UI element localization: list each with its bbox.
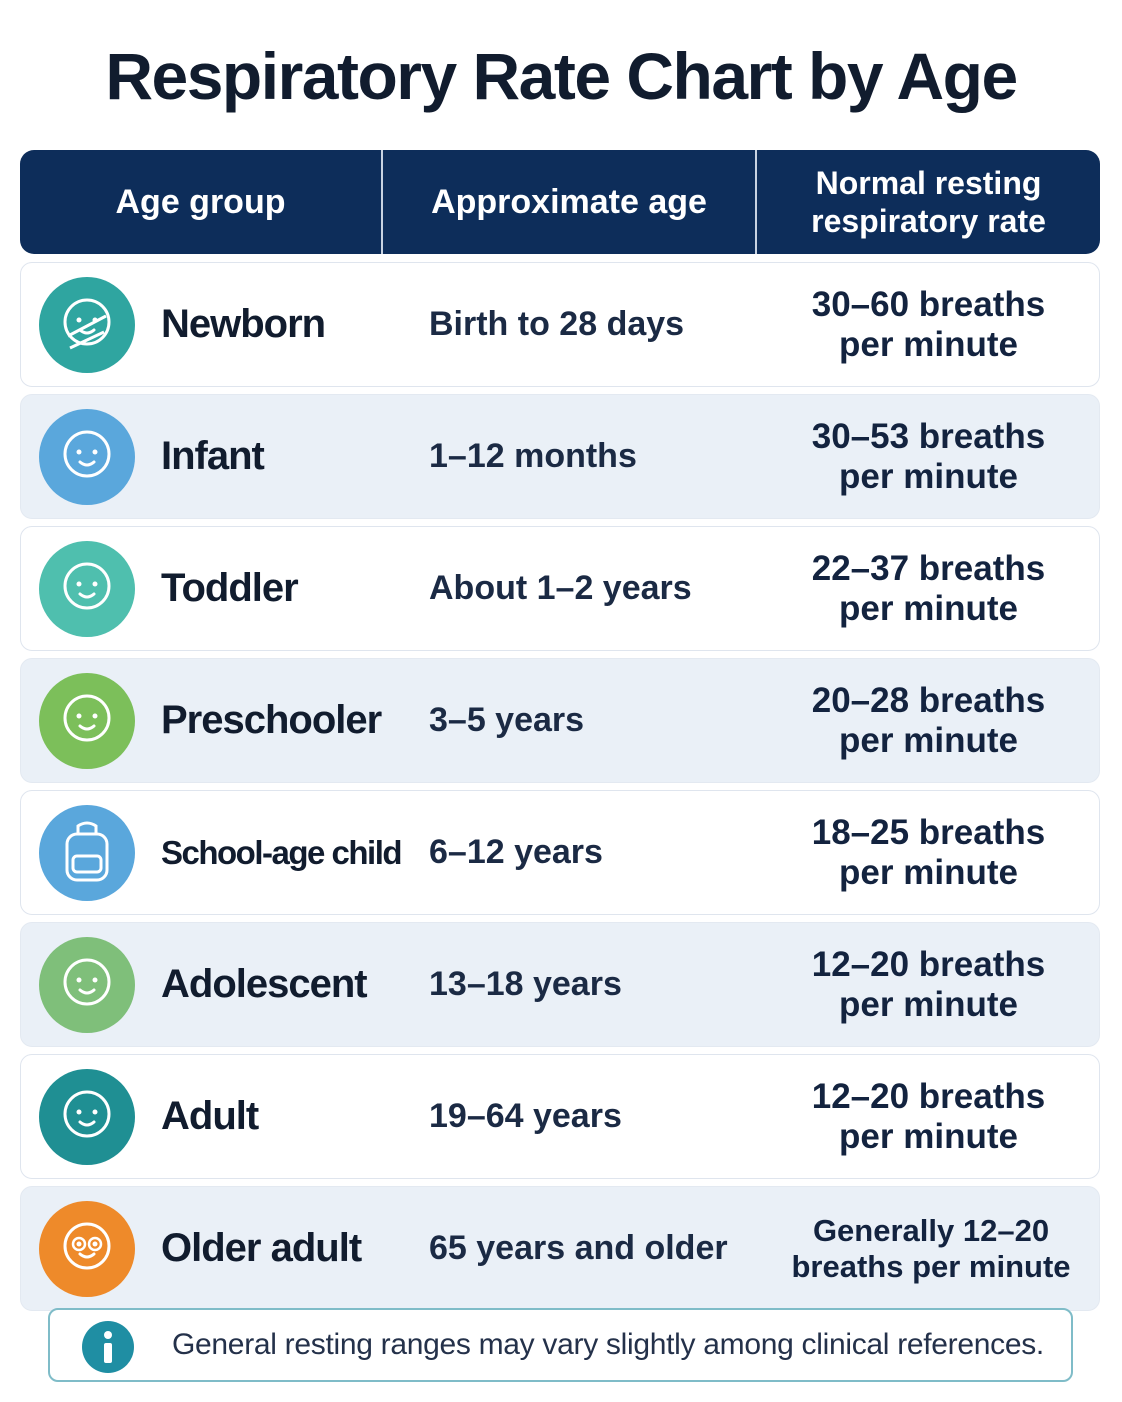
age-icon [39,276,135,373]
info-icon [82,1321,134,1373]
respiratory-rate: 20–28 breaths per minute [811,680,1046,760]
age-icon [39,1068,135,1165]
age-group: Preschooler [161,698,382,742]
table-row: Toddler About 1–2 years 22–37 breaths per … [20,526,1100,651]
table-row: Older adult 65 years and older Generally 1… [20,1186,1100,1311]
header-cell: Age group [20,150,383,254]
table-row: Newborn Birth to 28 days 30–60 breaths per… [20,262,1100,387]
table-body: Newborn Birth to 28 days 30–60 breaths per… [20,262,1100,1311]
approximate-age: 3–5 years [429,701,585,739]
age-group: Infant [161,434,265,478]
age-group: Newborn [161,302,326,346]
respiratory-rate: 12–20 breaths per minute [811,944,1046,1024]
approximate-age: About 1–2 years [429,569,692,607]
approximate-age: 1–12 months [429,437,637,475]
respiratory-rate: Generally 12–20 breaths per minute [791,1212,1071,1284]
title: Respiratory Rate Chart by Age [105,39,1018,113]
respiratory-rate: 18–25 breaths per minute [811,812,1046,892]
footnote-text: General resting ranges may vary slightly… [172,1328,1044,1361]
age-group: Adolescent [161,962,368,1006]
age-group: Older adult [161,1226,362,1270]
table-row: Adult 19–64 years 12–20 breaths per minute [20,1054,1100,1179]
header-cell: Approximate age [383,150,757,254]
approximate-age: 19–64 years [429,1097,622,1135]
respiratory-rate: 12–20 breaths per minute [811,1076,1046,1156]
footnote: General resting ranges may vary slightly… [48,1308,1073,1382]
approximate-age: 6–12 years [429,833,603,871]
age-group: School-age child [161,833,403,871]
age-icon [39,408,135,505]
age-icon [39,936,135,1033]
age-group: Adult [161,1094,259,1138]
table-row: Preschooler 3–5 years 20–28 breaths per mi… [20,658,1100,783]
table-row: Adolescent 13–18 years 12–20 breaths per m… [20,922,1100,1047]
age-icon [39,672,135,769]
respiratory-rate: 22–37 breaths per minute [811,548,1046,628]
approximate-age: 13–18 years [429,965,622,1003]
table-row: School-age child 6–12 years 18–25 breaths … [20,790,1100,915]
age-group: Toddler [161,566,299,610]
age-icon [39,804,135,901]
approximate-age: 65 years and older [429,1229,728,1267]
approximate-age: Birth to 28 days [429,305,685,343]
respiratory-rate: 30–53 breaths per minute [811,416,1046,496]
respiratory-rate: 30–60 breaths per minute [811,284,1046,364]
age-icon [39,540,135,637]
table-row: Infant 1–12 months 30–53 breaths per minut… [20,394,1100,519]
age-icon [39,1200,135,1297]
table-header: Age group Approximate age Normal resting… [20,150,1100,254]
header-cell: Normal resting respiratory rate [811,165,1046,239]
